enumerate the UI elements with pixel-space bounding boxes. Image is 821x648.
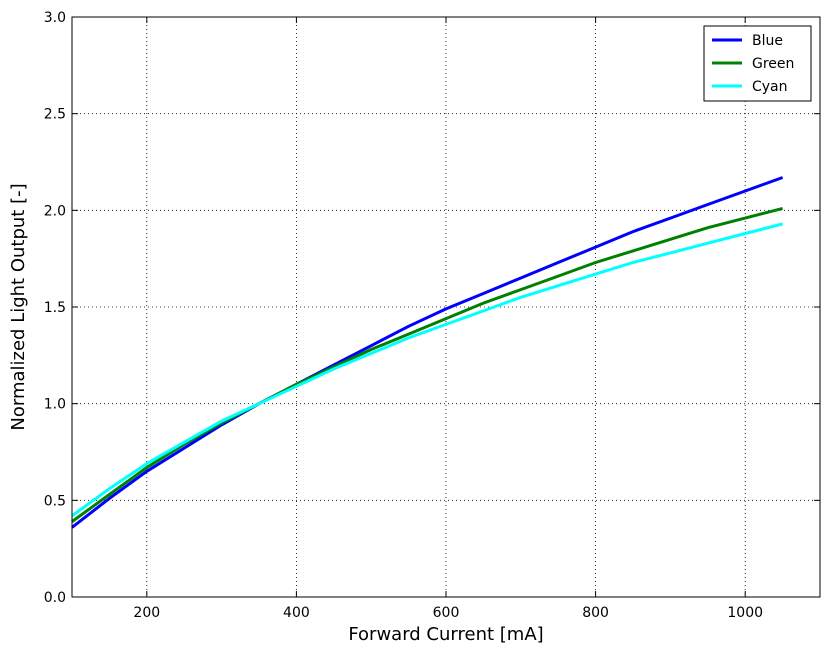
y-tick-label: 0.0 <box>44 590 66 606</box>
legend: Blue Green Cyan <box>703 25 812 102</box>
legend-label-green: Green <box>752 56 794 72</box>
legend-label-blue: Blue <box>752 33 783 49</box>
x-axis-title: Forward Current [mA] <box>348 624 543 645</box>
gridlines <box>72 17 820 597</box>
y-tick-label: 3.0 <box>44 10 66 26</box>
y-tick-label: 0.5 <box>44 493 66 509</box>
y-tick-label: 1.5 <box>44 300 66 316</box>
y-tick-label: 2.0 <box>44 203 66 219</box>
x-tick-label: 400 <box>283 605 310 621</box>
series-line-cyan <box>71 222 783 518</box>
series-line-green <box>71 206 783 523</box>
x-tick-label: 1000 <box>727 605 763 621</box>
y-axis-title: Normalized Light Output [-] <box>8 183 29 430</box>
series-lines <box>71 176 784 529</box>
x-tick-label: 200 <box>133 605 160 621</box>
legend-label-cyan: Cyan <box>752 79 788 95</box>
series-line-blue <box>71 176 784 529</box>
axis-ticks: 200 400 600 800 1000 0.0 0.5 1.0 1.5 2.0 2.5 3.0 <box>44 10 820 621</box>
y-tick-label: 1.0 <box>44 397 66 413</box>
y-tick-label: 2.5 <box>44 107 66 123</box>
x-tick-label: 800 <box>582 605 609 621</box>
x-tick-label: 600 <box>433 605 460 621</box>
